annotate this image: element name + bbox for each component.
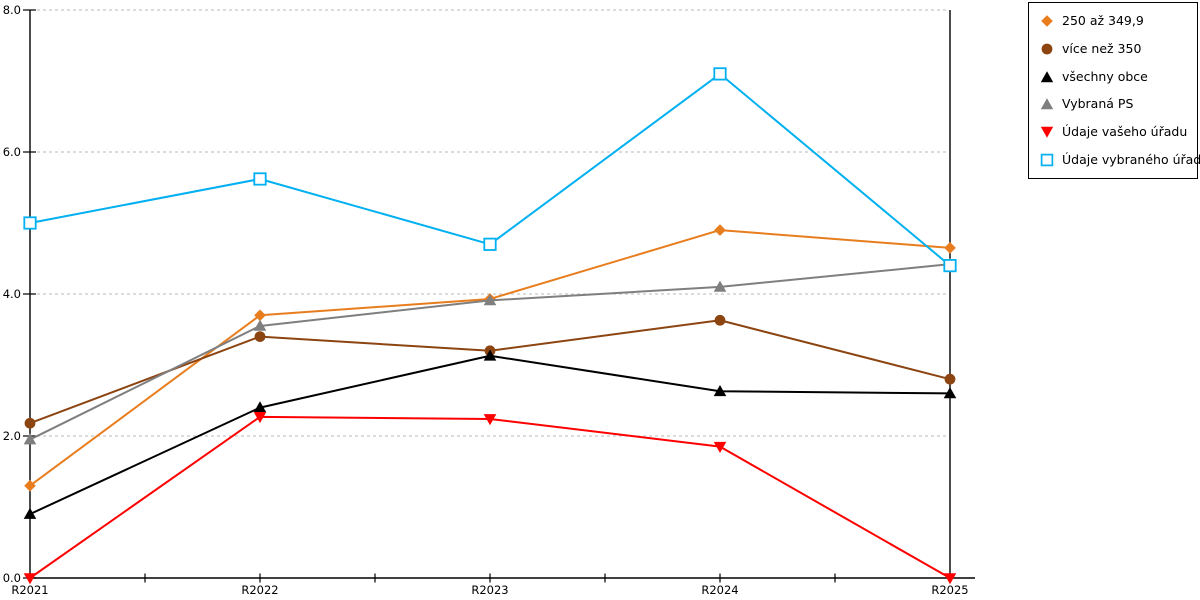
triangle-up-marker-icon — [1040, 70, 1054, 84]
circle-marker-icon — [1040, 42, 1054, 56]
triangle-down-marker-icon — [483, 414, 497, 426]
legend-item: Vybraná PS — [1040, 91, 1193, 117]
legend-label: Údaje vybraného úřadu — [1062, 152, 1200, 168]
triangle-down-marker-icon — [713, 441, 727, 453]
square-open-marker-icon — [1040, 153, 1054, 167]
legend-item: Údaje vašeho úřadu — [1040, 119, 1193, 145]
diamond-marker-icon — [254, 309, 266, 322]
triangle-down-marker-icon — [253, 412, 267, 424]
triangle-up-marker-icon — [713, 384, 727, 397]
triangle-down-marker-icon — [1040, 125, 1054, 139]
square-open-marker-icon — [253, 172, 267, 186]
x-tick-label: R2021 — [11, 583, 48, 597]
diamond-marker-icon — [714, 224, 726, 236]
triangle-up-marker-icon — [1040, 97, 1054, 111]
triangle-down-marker-icon — [23, 573, 37, 585]
x-tick-label: R2023 — [471, 583, 508, 597]
triangle-down-marker-icon — [1040, 126, 1054, 139]
circle-marker-icon — [254, 331, 266, 342]
legend-label: všechny obce — [1062, 68, 1148, 84]
circle-marker-icon — [24, 417, 36, 429]
square-open-marker-icon — [943, 258, 957, 273]
legend-item: všechny obce — [1040, 64, 1193, 90]
square-open-marker-icon — [483, 237, 497, 251]
legend-label: Vybraná PS — [1062, 96, 1134, 112]
line-chart: 0.0 2.0 4.0 6.0 8.0 R2021 R2022 R2023 R2024 R2025 — [3, 3, 975, 597]
series-circle — [24, 314, 956, 429]
y-tick-label: 2.0 — [3, 429, 21, 443]
square-open-marker-icon — [713, 67, 727, 81]
legend-label: 250 až 349,9 — [1062, 12, 1144, 28]
triangle-up-marker-icon — [943, 387, 957, 399]
y-tick-label: 0.0 — [3, 571, 21, 585]
triangle-up-marker-icon — [1040, 98, 1054, 110]
y-tick-label: 4.0 — [3, 287, 21, 301]
circle-marker-icon — [714, 314, 726, 326]
legend: 250 až 349,9 více než 350 všechny obce V… — [1028, 2, 1200, 179]
triangle-up-marker-icon — [23, 507, 37, 519]
series-square-open — [23, 67, 957, 273]
triangle-up-marker-icon — [713, 280, 727, 292]
series-line — [29, 354, 951, 516]
diamond-marker-icon — [944, 242, 956, 254]
triangle-up-marker-icon — [253, 319, 267, 331]
legend-label: více než 350 — [1062, 40, 1142, 56]
triangle-up-marker-icon — [483, 349, 497, 361]
y-tick-label: 8.0 — [3, 3, 21, 17]
square-open-marker-icon — [23, 216, 37, 230]
diamond-marker-icon — [1040, 14, 1054, 28]
x-tick-label: R2025 — [931, 583, 968, 597]
x-tick-label: R2024 — [701, 583, 738, 597]
triangle-down-marker-icon — [943, 573, 957, 585]
diamond-marker-icon — [1041, 15, 1053, 27]
triangle-up-marker-icon — [1040, 70, 1054, 82]
series-triangle-up — [23, 349, 957, 519]
circle-marker-icon — [1041, 43, 1053, 55]
legend-item: Údaje vybraného úřadu — [1040, 147, 1200, 173]
triangle-up-marker-icon — [483, 294, 497, 306]
legend-item: více než 350 — [1040, 36, 1193, 62]
diamond-marker-icon — [24, 479, 36, 492]
legend-label: Údaje vašeho úřadu — [1062, 124, 1188, 140]
triangle-up-marker-icon — [253, 401, 267, 413]
x-tick-label: R2022 — [241, 583, 278, 597]
y-tick-label: 6.0 — [3, 145, 21, 159]
triangle-up-marker-icon — [23, 433, 37, 445]
circle-marker-icon — [944, 373, 956, 385]
series-triangle-down — [23, 412, 957, 585]
square-open-marker-icon — [1040, 153, 1054, 167]
legend-item: 250 až 349,9 — [1040, 8, 1193, 34]
series-line — [29, 415, 951, 579]
